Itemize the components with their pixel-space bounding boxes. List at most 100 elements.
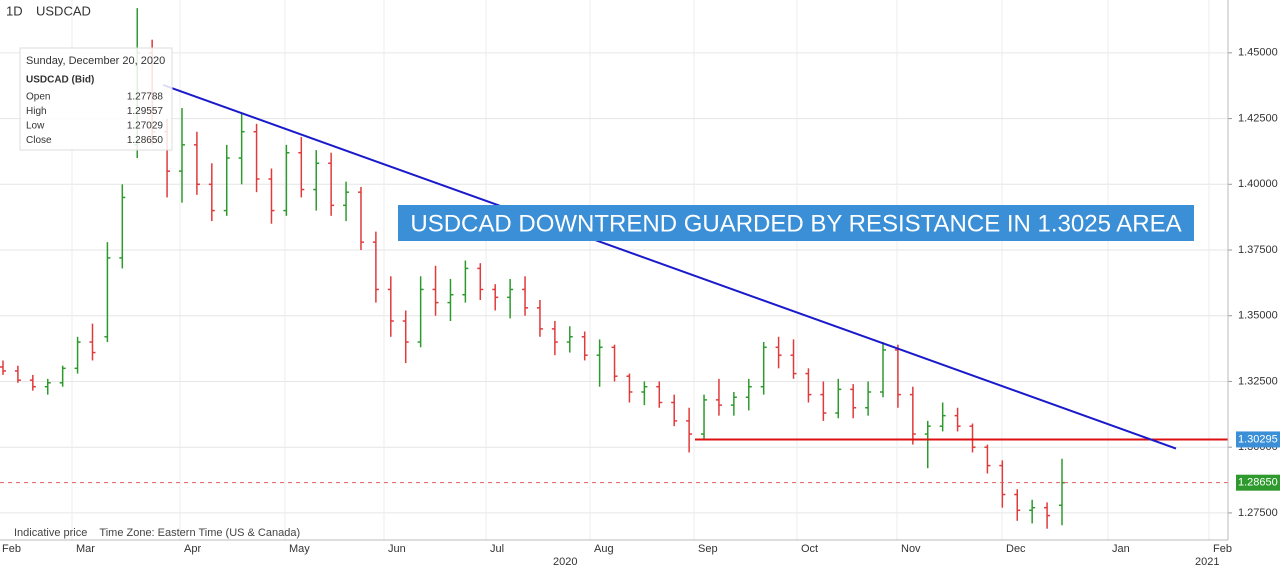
ohlc-bar [1044, 502, 1051, 529]
current-price-label: 1.28650 [1238, 477, 1278, 489]
ohlc-bar [492, 284, 499, 311]
ohlc-bar [447, 278, 454, 322]
annotation: USDCAD DOWNTREND GUARDED BY RESISTANCE I… [398, 205, 1194, 241]
annotation-box [398, 205, 1194, 241]
footer: Indicative price Time Zone: Eastern Time… [14, 527, 300, 539]
ohlc-bar [387, 276, 394, 337]
x-tick-label: Nov [901, 543, 921, 555]
ohlc-bar [417, 276, 424, 348]
ohlc-bar [924, 420, 931, 469]
ohlc-bar [298, 136, 305, 198]
ohlc-bar [611, 344, 618, 382]
tooltip-date: Sunday, December 20, 2020 [26, 55, 165, 67]
ohlc-bar [208, 163, 215, 222]
ohlc-bar [641, 381, 648, 406]
y-tick-label: 1.45000 [1238, 47, 1278, 59]
x-tick-label: May [289, 543, 310, 555]
ohlc-bar [1029, 499, 1036, 524]
tooltip-key: Low [26, 121, 45, 132]
ohlc-bar [119, 184, 126, 269]
ohlc-bar [89, 323, 96, 361]
x-tick-label: Jul [490, 543, 504, 555]
ohlc-bar [178, 108, 185, 203]
ohlc-bar [253, 123, 260, 193]
ohlc-bar [14, 365, 21, 383]
ohlc-bar [238, 113, 245, 185]
ohlc-bar [596, 339, 603, 387]
ohlc-bar [522, 276, 529, 316]
ohlc-bar [74, 336, 81, 374]
ohlc-bar [850, 384, 857, 419]
ohlc-bar [790, 339, 797, 379]
ohlc-bar [820, 381, 827, 421]
ohlc-bar [760, 342, 767, 395]
tooltip-value: 1.27788 [127, 92, 164, 103]
tooltip-key: High [26, 106, 47, 117]
ohlc-bar [343, 181, 350, 222]
ohlc-bar [551, 321, 558, 356]
ohlc-bar [566, 326, 573, 353]
ohlc-bar [268, 168, 275, 224]
ohlc-bar [402, 310, 409, 364]
ohlc-bar [880, 342, 887, 398]
ohlc-bar [984, 444, 991, 474]
x-tick-label: Aug [594, 543, 614, 555]
x-tick-label: Jan [1112, 543, 1130, 555]
x-tick-label: Sep [698, 543, 718, 555]
year-label: 2021 [1195, 556, 1219, 567]
ohlc-bar [1014, 489, 1021, 521]
ohlc-bar [581, 331, 588, 361]
tooltip-value: 1.29557 [127, 106, 164, 117]
symbol: USDCAD [36, 3, 91, 18]
tooltip-key: Close [26, 135, 52, 146]
y-tick-label: 1.42500 [1238, 112, 1278, 124]
ohlc-bar [865, 381, 872, 416]
x-tick-label: Oct [801, 543, 818, 555]
y-tick-label: 1.40000 [1238, 178, 1278, 190]
ohlc-bar [835, 378, 842, 419]
x-tick-label: Dec [1006, 543, 1026, 555]
ohlc-bar [715, 378, 722, 416]
ohlc-bar [954, 407, 961, 432]
year-label: 2020 [553, 556, 577, 567]
ohlc-bar [894, 344, 901, 408]
annotation-text: USDCAD DOWNTREND GUARDED BY RESISTANCE I… [410, 210, 1181, 237]
resistance-tag [1236, 431, 1280, 448]
ohlc-bar [462, 260, 469, 303]
ohlc-bar [328, 152, 335, 216]
ohlc-bar [372, 231, 379, 303]
tooltip-series: USDCAD (Bid) [26, 75, 94, 86]
ohlc-bar [686, 407, 693, 453]
x-tick-label: Mar [76, 543, 95, 555]
x-tick-label: Feb [2, 543, 21, 555]
ohlc-bar [507, 278, 514, 319]
ohlc-bar [283, 144, 290, 216]
tooltip-box [19, 47, 173, 151]
y-tick-label: 1.27500 [1238, 507, 1278, 519]
y-tick-label: 1.37500 [1238, 244, 1278, 256]
tooltip-value: 1.27029 [127, 121, 164, 132]
trendline [162, 83, 1177, 450]
ohlc-bar [701, 394, 708, 440]
x-tick-label: Feb [1213, 543, 1232, 555]
bars [0, 8, 1065, 529]
ohlc-bar [0, 360, 6, 375]
ohlc-bar [193, 131, 200, 195]
ohlc-bar [44, 378, 51, 395]
tooltip-value: 1.28650 [127, 135, 164, 146]
ohlc-bar [745, 378, 752, 411]
resistance-label: 1.30295 [1238, 433, 1278, 445]
ohlc-bar [730, 391, 737, 416]
y-tick-label: 1.32500 [1238, 375, 1278, 387]
current-price-tag [1236, 474, 1280, 491]
tooltip-key: Open [26, 92, 50, 103]
ohlc-bar [29, 374, 36, 391]
ohlc-bar [59, 365, 66, 387]
ohlc-bar [656, 381, 663, 408]
ohlc-bar [223, 144, 230, 216]
ohlc-bar [536, 299, 543, 337]
y-tick-label: 1.35000 [1238, 310, 1278, 322]
